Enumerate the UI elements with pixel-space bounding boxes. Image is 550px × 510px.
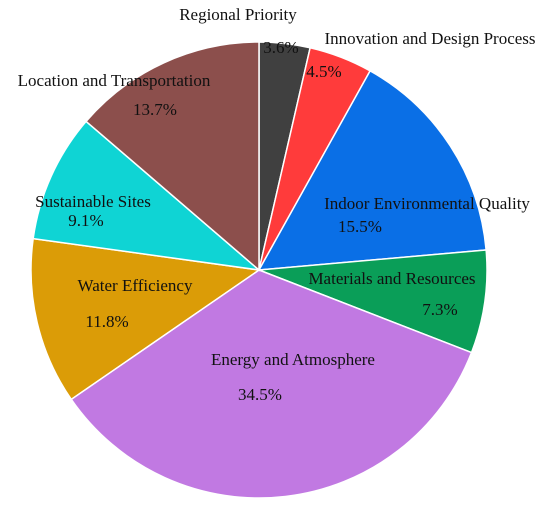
slice-value-label: 34.5% <box>238 385 282 404</box>
slice-label: Water Efficiency <box>78 276 193 295</box>
slice-value-label: 7.3% <box>422 300 457 319</box>
pie-slice-sustainable-sites <box>32 120 262 272</box>
pie-slice-indoor-environmental-quality <box>257 69 487 271</box>
slice-label: Location and Transportation <box>18 71 211 90</box>
slice-label: Sustainable Sites <box>35 192 151 211</box>
slice-value-label: 3.6% <box>263 38 298 57</box>
pie-slices <box>30 41 488 499</box>
pie-labels: Regional Priority 3.6% Innovation and Desi… <box>18 5 536 404</box>
pie-slice-water-efficiency <box>30 237 262 401</box>
slice-value-label: 11.8% <box>85 312 128 331</box>
slice-label: Innovation and Design Process <box>324 29 535 48</box>
slice-label: Energy and Atmosphere <box>211 350 375 369</box>
slice-value-label: 9.1% <box>68 211 103 230</box>
pie-slice-location-and-transportation <box>85 41 260 272</box>
slice-value-label: 15.5% <box>338 217 382 236</box>
slice-label: Indoor Environmental Quality <box>324 194 530 213</box>
slice-value-label: 4.5% <box>306 62 341 81</box>
slice-label: Regional Priority <box>179 5 297 24</box>
pie-slice-materials-and-resources <box>258 249 488 354</box>
pie-slice-energy-and-atmosphere <box>70 269 473 499</box>
slice-label: Materials and Resources <box>308 269 475 288</box>
slice-value-label: 13.7% <box>133 100 177 119</box>
